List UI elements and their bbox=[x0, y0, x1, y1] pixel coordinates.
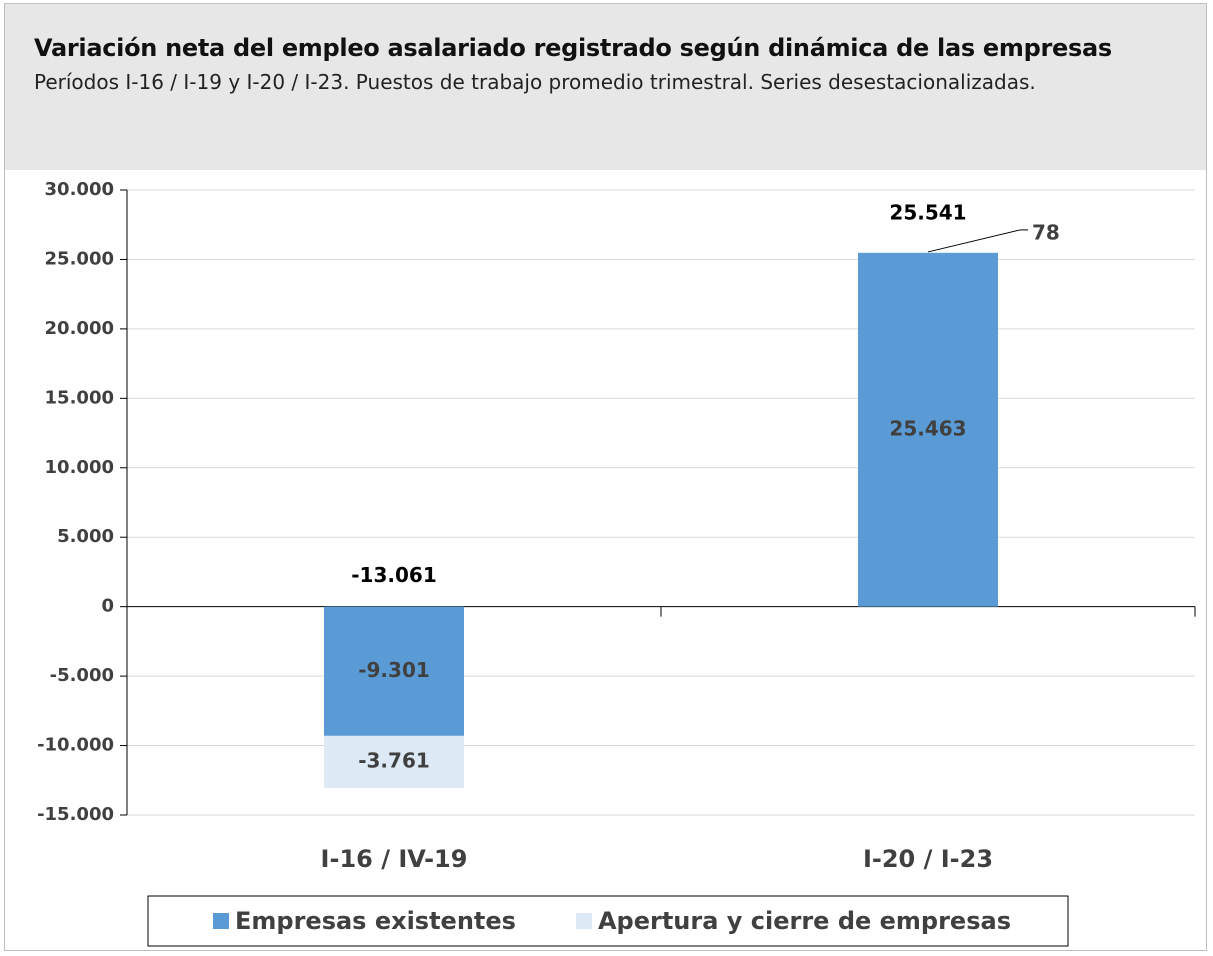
header: Variación neta del empleo asalariado reg… bbox=[5, 4, 1206, 170]
chart-title: Variación neta del empleo asalariado reg… bbox=[34, 34, 1112, 62]
y-tick-label: 10.000 bbox=[45, 457, 114, 478]
bar-segment bbox=[858, 251, 998, 254]
x-tick-label: I-20 / I-23 bbox=[863, 845, 993, 873]
total-label: 25.541 bbox=[889, 200, 966, 224]
legend-label: Apertura y cierre de empresas bbox=[598, 907, 1011, 935]
y-tick-label: -5.000 bbox=[50, 665, 114, 686]
legend-box bbox=[147, 895, 1069, 947]
y-tick-label: 15.000 bbox=[45, 387, 114, 408]
leader-line bbox=[927, 229, 1021, 253]
y-tick-label: 25.000 bbox=[45, 248, 114, 269]
y-tick-label: -15.000 bbox=[37, 804, 114, 825]
y-tick-label: 20.000 bbox=[45, 318, 114, 339]
data-label: 25.463 bbox=[889, 416, 966, 440]
y-tick-label: 5.000 bbox=[57, 526, 114, 547]
legend-swatch bbox=[575, 913, 592, 929]
bar-segment bbox=[324, 735, 464, 789]
y-tick-label: 0 bbox=[101, 596, 114, 617]
data-label: -3.761 bbox=[358, 748, 430, 772]
y-tick-label: 30.000 bbox=[45, 179, 114, 200]
bar-segment bbox=[324, 606, 464, 736]
legend-label: Empresas existentes bbox=[235, 907, 516, 935]
data-label: 78 bbox=[1032, 220, 1060, 244]
chart-frame bbox=[4, 3, 1207, 951]
chart-subtitle: Períodos I-16 / I-19 y I-20 / I-23. Pues… bbox=[34, 70, 1036, 94]
total-label: -13.061 bbox=[351, 563, 436, 587]
x-tick-label: I-16 / IV-19 bbox=[321, 845, 468, 873]
legend-swatch bbox=[213, 913, 229, 929]
y-tick-label: -10.000 bbox=[37, 735, 114, 756]
bar-segment bbox=[858, 253, 998, 607]
data-label: -9.301 bbox=[358, 658, 430, 682]
